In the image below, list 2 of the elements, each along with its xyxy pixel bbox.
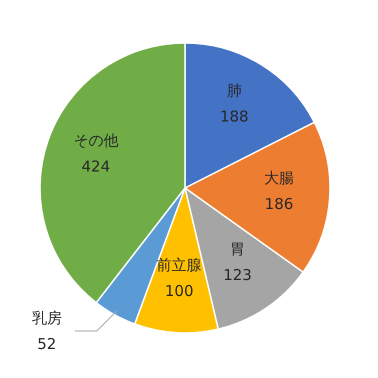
slice-label: 乳房 [32,308,62,327]
data-label: 52 [37,334,56,353]
